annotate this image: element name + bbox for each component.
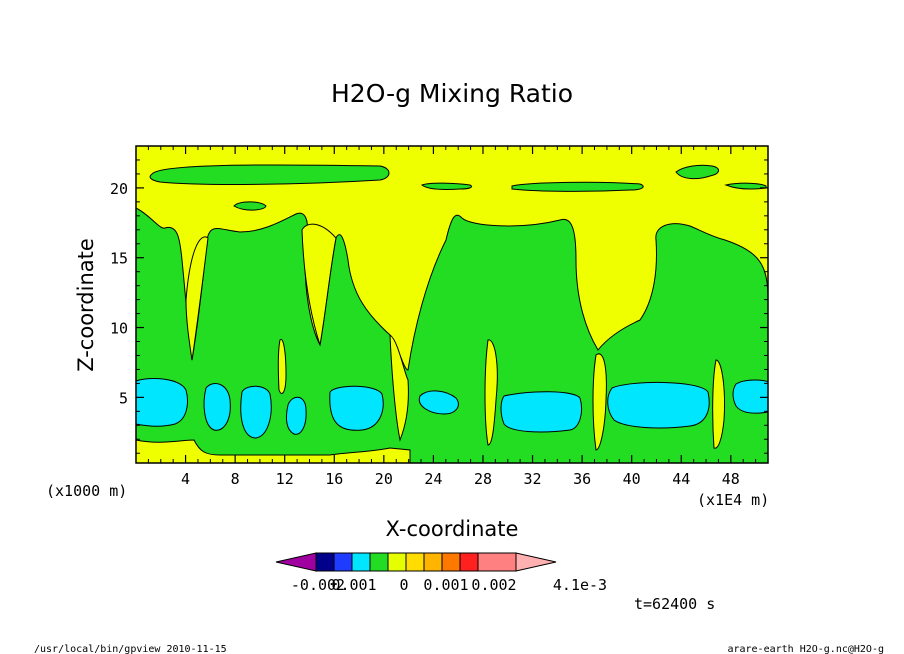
x-ticks: 4 8 12 16 20 24 28 32 36 40 44 48 [147,146,757,488]
gap-1 [185,236,209,361]
colorbar-segment [477,552,517,572]
cyan-blob-6 [418,390,459,415]
footer-right: arare-earth_H2O-g.nc@H2O-g [727,644,884,654]
cyan-blob-2 [203,383,231,431]
colorbar-segment [333,552,353,572]
y-tick-label: 15 [110,250,128,268]
gap-7 [135,439,411,464]
x-tick-label: 12 [276,470,294,488]
colorbar-max-arrow [515,552,557,572]
gap-8 [277,338,287,394]
colorbar-segment [315,552,335,572]
green-band-mid1 [421,182,473,190]
colorbar-segment [405,552,425,572]
x-unit-left: (x1000 m) [46,482,127,500]
x-axis-title: X-coordinate [386,517,519,541]
plot-frame [135,145,769,464]
colorbar-label: -0.002 [291,576,345,594]
x-tick-label: 36 [573,470,591,488]
colorbar-label: 0.001 [423,576,468,594]
cyan-blob-8 [607,381,710,429]
x-tick-label: 32 [524,470,542,488]
time-label: t=62400 s [634,595,715,613]
colorbar-label: 4.1e-3 [553,576,607,594]
cyan-contours [135,377,769,439]
y-tick-label: 10 [110,320,128,338]
colorbar-segment [387,552,407,572]
colorbar-segment [423,552,443,572]
green-band-top-left [149,164,390,185]
colorbar-segment [351,552,371,572]
yellow-gaps [135,223,725,464]
x-tick-label: 28 [474,470,492,488]
green-band-top-right [675,164,719,180]
colorbar-segment [369,552,389,572]
x-tick-label: 8 [231,470,240,488]
cyan-blob-4 [285,396,307,435]
y-tick-label: 20 [110,180,128,198]
x-tick-label: 4 [181,470,190,488]
chart-title: H2O-g Mixing Ratio [331,79,573,108]
cyan-blob-1 [135,377,189,427]
colorbar-min-arrow [275,552,317,572]
footer-left: /usr/local/bin/gpview 2010-11-15 [34,644,227,654]
y-tick-label: 5 [119,389,128,407]
colorbar-label: 0.002 [471,576,516,594]
colorbar-segment [459,552,479,572]
colorbar-segment [441,552,461,572]
x-unit-right: (x1E4 m) [697,491,769,509]
gap-5 [592,353,607,451]
green-band-mid2 [511,181,644,192]
x-tick-label: 24 [424,470,442,488]
gap-2 [301,223,337,346]
green-band-right [724,182,767,190]
gap-6 [712,359,725,449]
x-tick-label: 16 [325,470,343,488]
colorbar [275,552,557,572]
x-tick-label: 48 [722,470,740,488]
cyan-blob-7 [500,391,583,433]
colorbar-label: 0 [399,576,408,594]
cyan-blob-9 [732,379,769,414]
colorbar-label: 0.001 [331,576,376,594]
x-tick-label: 20 [375,470,393,488]
green-blob-small [233,201,267,211]
gap-4 [484,339,498,446]
x-tick-label: 44 [672,470,690,488]
x-tick-label: 40 [623,470,641,488]
cyan-blob-5 [329,385,384,431]
gap-3 [389,334,409,442]
y-axis-title: Z-coordinate [74,238,98,372]
y-ticks: 5 10 15 20 [110,159,768,454]
cyan-blob-3 [240,385,272,439]
